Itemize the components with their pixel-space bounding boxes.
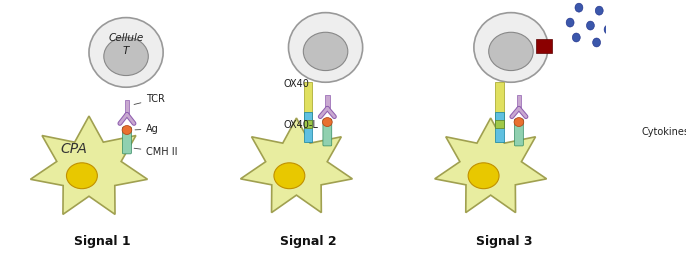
Text: CMH II: CMH II xyxy=(134,147,178,157)
Polygon shape xyxy=(30,116,147,214)
Ellipse shape xyxy=(289,13,363,82)
Bar xyxy=(125,100,129,114)
Circle shape xyxy=(575,3,583,12)
Ellipse shape xyxy=(474,13,548,82)
Ellipse shape xyxy=(322,118,332,126)
Bar xyxy=(495,82,504,124)
Circle shape xyxy=(624,1,632,10)
Circle shape xyxy=(566,18,574,27)
Circle shape xyxy=(572,33,580,42)
Circle shape xyxy=(587,21,594,30)
Circle shape xyxy=(622,29,630,38)
Bar xyxy=(325,95,329,108)
Circle shape xyxy=(608,0,615,4)
Circle shape xyxy=(634,35,642,44)
Bar xyxy=(303,112,312,142)
Text: OX40-L: OX40-L xyxy=(283,120,318,130)
Bar xyxy=(303,120,312,128)
Text: CPA: CPA xyxy=(61,142,88,156)
Ellipse shape xyxy=(104,37,148,76)
Text: Signal 3: Signal 3 xyxy=(475,235,532,248)
Text: Cytokines: Cytokines xyxy=(641,127,686,137)
Text: Signal 2: Signal 2 xyxy=(280,235,336,248)
Bar xyxy=(517,95,521,108)
Bar xyxy=(303,82,312,124)
Bar xyxy=(495,112,504,142)
Bar xyxy=(495,120,504,128)
Ellipse shape xyxy=(89,18,163,87)
Text: Cellule
T: Cellule T xyxy=(108,33,143,56)
Ellipse shape xyxy=(468,163,499,189)
FancyBboxPatch shape xyxy=(123,127,131,154)
Ellipse shape xyxy=(514,118,524,126)
Ellipse shape xyxy=(303,32,348,71)
FancyBboxPatch shape xyxy=(323,119,332,146)
Circle shape xyxy=(604,25,612,34)
Circle shape xyxy=(630,16,639,25)
Ellipse shape xyxy=(488,32,533,71)
Polygon shape xyxy=(241,118,353,213)
Text: TCR: TCR xyxy=(134,94,165,104)
Bar xyxy=(536,39,552,53)
Circle shape xyxy=(593,38,600,47)
Text: OX40: OX40 xyxy=(283,79,309,89)
Text: Ag: Ag xyxy=(135,124,159,134)
Ellipse shape xyxy=(67,163,97,189)
Ellipse shape xyxy=(122,126,132,134)
Circle shape xyxy=(637,5,645,14)
Polygon shape xyxy=(435,118,547,213)
Circle shape xyxy=(615,10,623,19)
FancyBboxPatch shape xyxy=(514,119,523,146)
Text: Signal 1: Signal 1 xyxy=(74,235,130,248)
Circle shape xyxy=(611,43,618,52)
Circle shape xyxy=(595,6,603,15)
Ellipse shape xyxy=(274,163,305,189)
